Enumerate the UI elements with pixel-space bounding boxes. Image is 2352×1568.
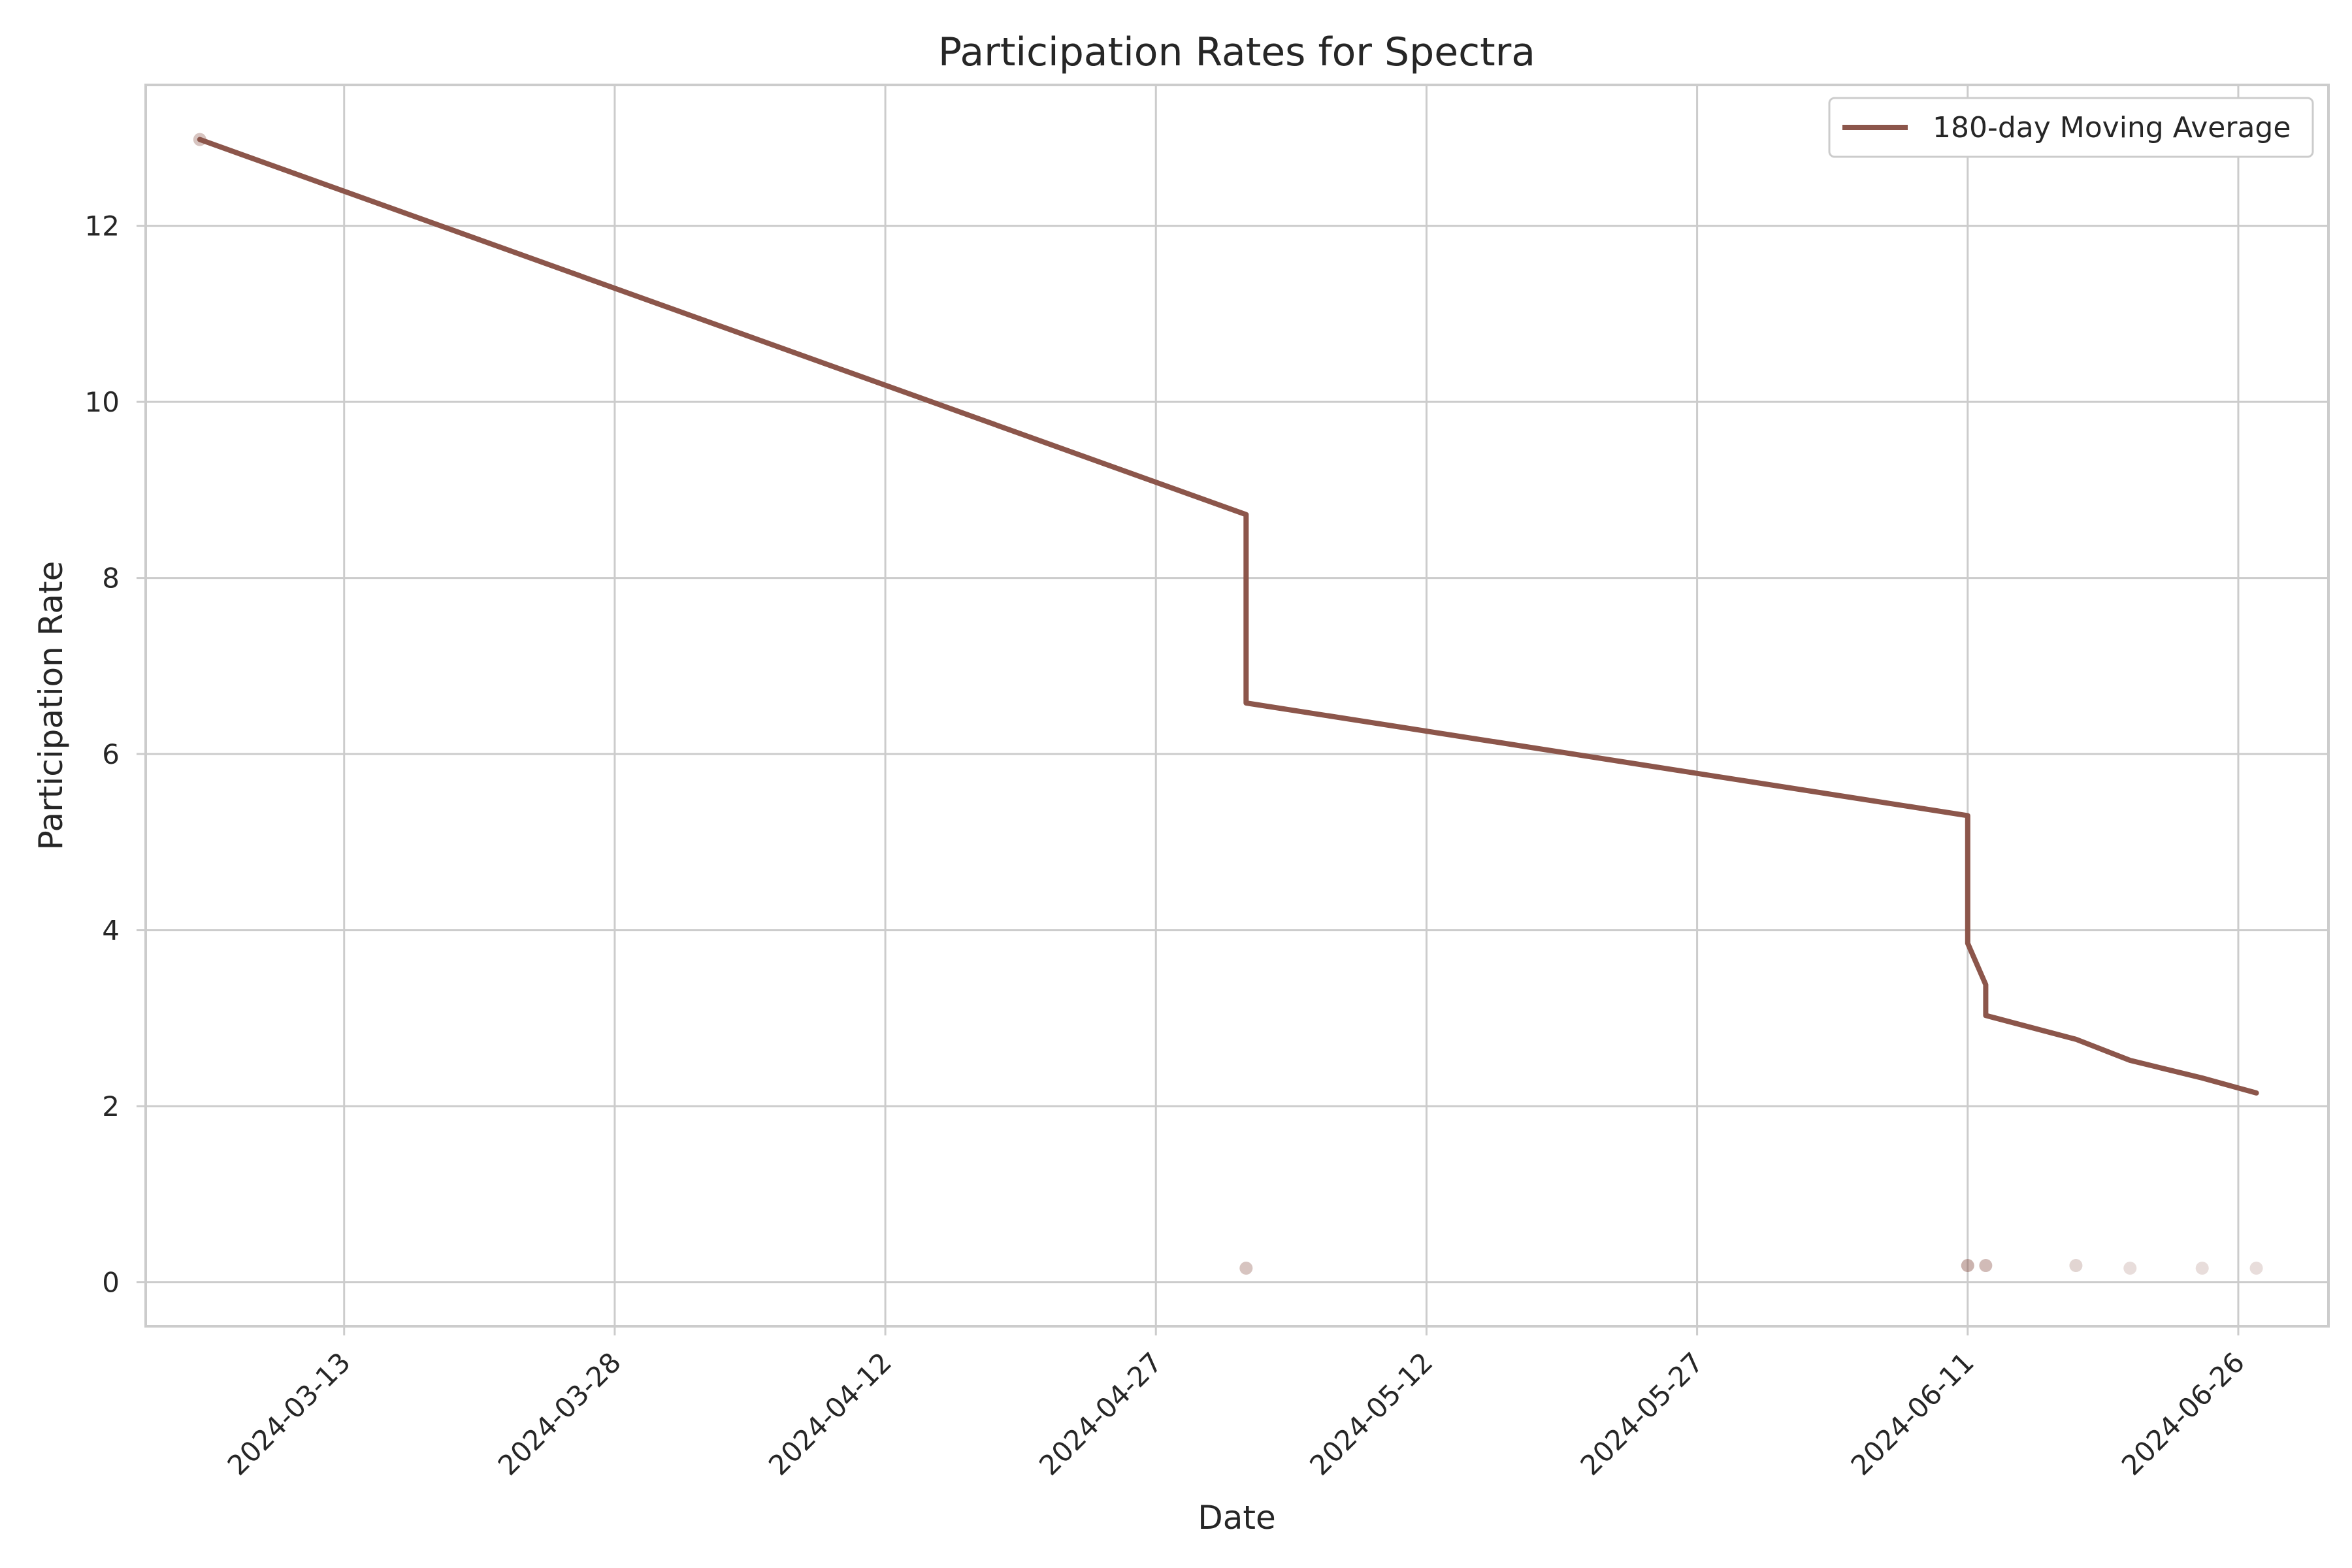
y-tick-label: 0 xyxy=(102,1267,120,1299)
data-point xyxy=(1961,1259,1974,1273)
x-axis-label: Date xyxy=(1198,1499,1276,1537)
chart-title: Participation Rates for Spectra xyxy=(938,29,1535,75)
y-axis-label: Participation Rate xyxy=(32,561,70,851)
plot-frame xyxy=(144,84,2330,1328)
data-point xyxy=(1979,1259,1993,1273)
y-axis-ticks: 0 2 4 6 8 10 12 xyxy=(85,210,146,1299)
legend-box xyxy=(1828,97,2314,158)
legend: 180-day Moving Average xyxy=(1828,97,2314,158)
y-tick-label: 10 xyxy=(85,386,120,418)
legend-label: 180-day Moving Average xyxy=(1933,111,2291,144)
data-point xyxy=(2069,1259,2083,1273)
data-point xyxy=(2123,1262,2137,1275)
grid xyxy=(146,85,2328,1326)
y-tick-label: 8 xyxy=(102,563,120,595)
series-line xyxy=(197,137,2259,1096)
data-point xyxy=(2249,1262,2263,1275)
y-tick-label: 4 xyxy=(102,915,120,947)
data-point xyxy=(2195,1262,2209,1275)
series-lines xyxy=(197,137,2259,1096)
y-tick-label: 12 xyxy=(85,210,120,242)
scatter-points xyxy=(193,133,2263,1275)
y-tick-label: 6 xyxy=(102,738,120,770)
data-point xyxy=(1239,1262,1253,1275)
y-tick-label: 2 xyxy=(102,1090,120,1122)
